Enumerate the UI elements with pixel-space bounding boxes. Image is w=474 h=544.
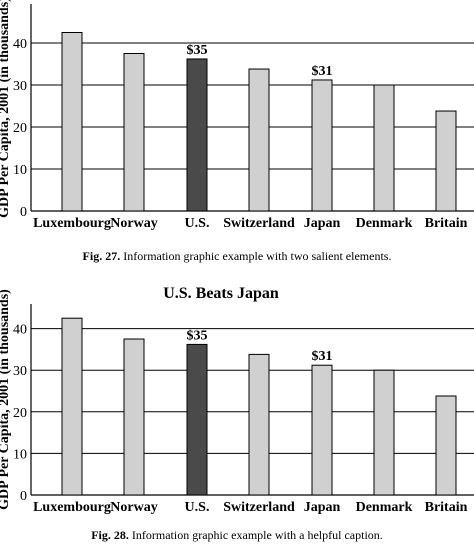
x-tick-label: Switzerland — [223, 216, 295, 231]
x-tick-label: Denmark — [356, 500, 413, 515]
bar-luxembourg — [61, 32, 83, 212]
figure-caption: Fig. 27. Information graphic example wit… — [83, 249, 392, 263]
x-tick-label: Norway — [110, 216, 157, 231]
data-annotation: $31 — [312, 64, 333, 79]
bar-britain — [435, 395, 457, 496]
y-tick-label: 20 — [13, 406, 27, 421]
bar-us — [186, 343, 208, 496]
x-tick-label: Norway — [110, 500, 157, 515]
y-tick-label: 10 — [13, 447, 27, 462]
caption-label: Fig. 28. — [91, 528, 129, 542]
data-annotation: $35 — [187, 328, 208, 343]
y-tick-label: 0 — [20, 489, 27, 504]
bar-us — [186, 58, 208, 212]
y-tick-label: 10 — [13, 163, 27, 178]
bar-norway — [123, 338, 145, 496]
x-tick-label: Japan — [304, 216, 341, 231]
y-tick-label: 30 — [13, 364, 27, 379]
y-axis-label: GDP Per Capita, 2001 (in thousands) — [0, 0, 12, 218]
y-tick-label: 0 — [20, 205, 27, 220]
bar-japan — [311, 79, 333, 212]
x-tick-label: Luxembourg — [33, 216, 111, 231]
bar-norway — [123, 53, 145, 212]
x-tick-label: Switzerland — [223, 500, 295, 515]
x-tick-label: Denmark — [356, 216, 413, 231]
bar-japan — [311, 364, 333, 496]
caption-text: Information graphic example with a helpf… — [132, 528, 383, 542]
data-annotation: $35 — [187, 43, 208, 58]
x-tick-label: Japan — [304, 500, 341, 515]
x-tick-label: Luxembourg — [33, 500, 111, 515]
x-tick-label: Britain — [425, 500, 468, 515]
bar-switzerland — [248, 353, 270, 496]
caption-label: Fig. 27. — [83, 249, 121, 263]
x-tick-label: Britain — [425, 216, 468, 231]
y-axis-label: GDP Per Capita, 2001 (in thousands) — [0, 289, 12, 510]
bar-britain — [435, 110, 457, 212]
figure-caption: Fig. 28. Information graphic example wit… — [91, 528, 383, 542]
x-tick-label: U.S. — [185, 216, 210, 231]
y-tick-label: 40 — [13, 37, 27, 52]
bar-luxembourg — [61, 317, 83, 496]
bar-denmark — [373, 369, 395, 496]
data-annotation: $31 — [312, 349, 333, 364]
x-tick-label: U.S. — [185, 500, 210, 515]
chart-title: U.S. Beats Japan — [163, 285, 279, 302]
y-tick-label: 20 — [13, 121, 27, 136]
y-tick-label: 30 — [13, 79, 27, 94]
bar-denmark — [373, 84, 395, 212]
y-tick-label: 40 — [13, 323, 27, 338]
caption-text: Information graphic example with two sal… — [123, 249, 391, 263]
bar-switzerland — [248, 68, 270, 212]
